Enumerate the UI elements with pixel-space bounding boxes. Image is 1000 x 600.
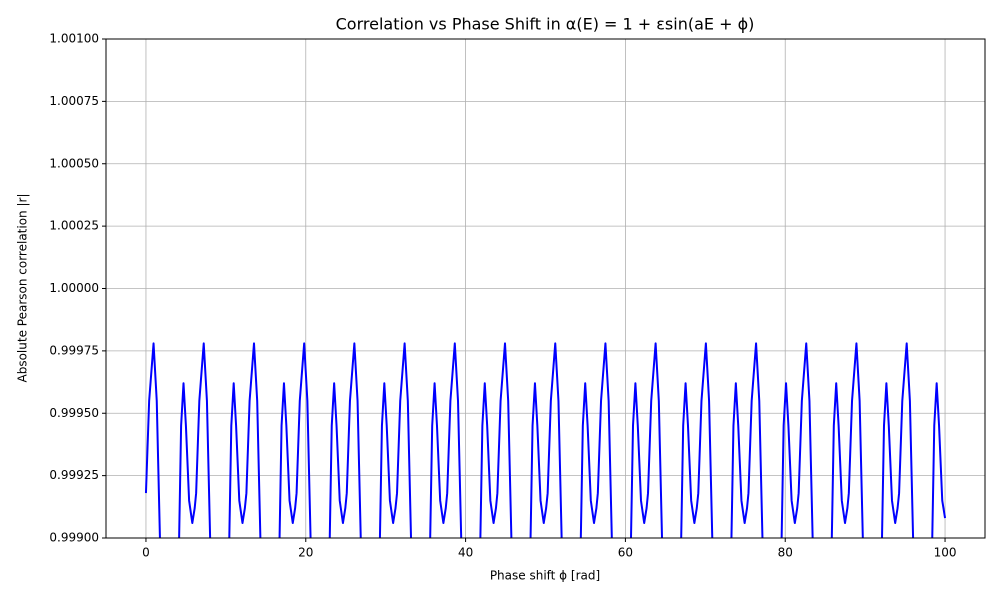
y-tick-label: 0.99900 <box>49 531 99 545</box>
y-tick-label: 1.00075 <box>49 94 99 108</box>
data-line <box>144 342 947 538</box>
x-tick-label: 80 <box>778 546 793 560</box>
x-tick-label: 40 <box>458 546 473 560</box>
chart-title: Correlation vs Phase Shift in α(E) = 1 +… <box>336 15 755 34</box>
y-tick-label: 0.99975 <box>49 343 99 357</box>
x-tick-label: 100 <box>934 546 957 560</box>
y-tick-label: 1.00025 <box>49 219 99 233</box>
y-tick-label: 1.00100 <box>49 32 99 46</box>
x-tick-label: 60 <box>618 546 633 560</box>
x-axis-label: Phase shift ϕ [rad] <box>490 569 600 583</box>
y-tick-label: 0.99925 <box>49 468 99 482</box>
x-tick-label: 20 <box>298 546 313 560</box>
y-axis-label: Absolute Pearson correlation |r| <box>16 194 30 383</box>
x-tick-label: 0 <box>142 546 150 560</box>
y-tick-label: 1.00000 <box>49 281 99 295</box>
y-tick-label: 0.99950 <box>49 406 99 420</box>
plot-frame <box>105 38 986 539</box>
y-tick-label: 1.00050 <box>49 156 99 170</box>
